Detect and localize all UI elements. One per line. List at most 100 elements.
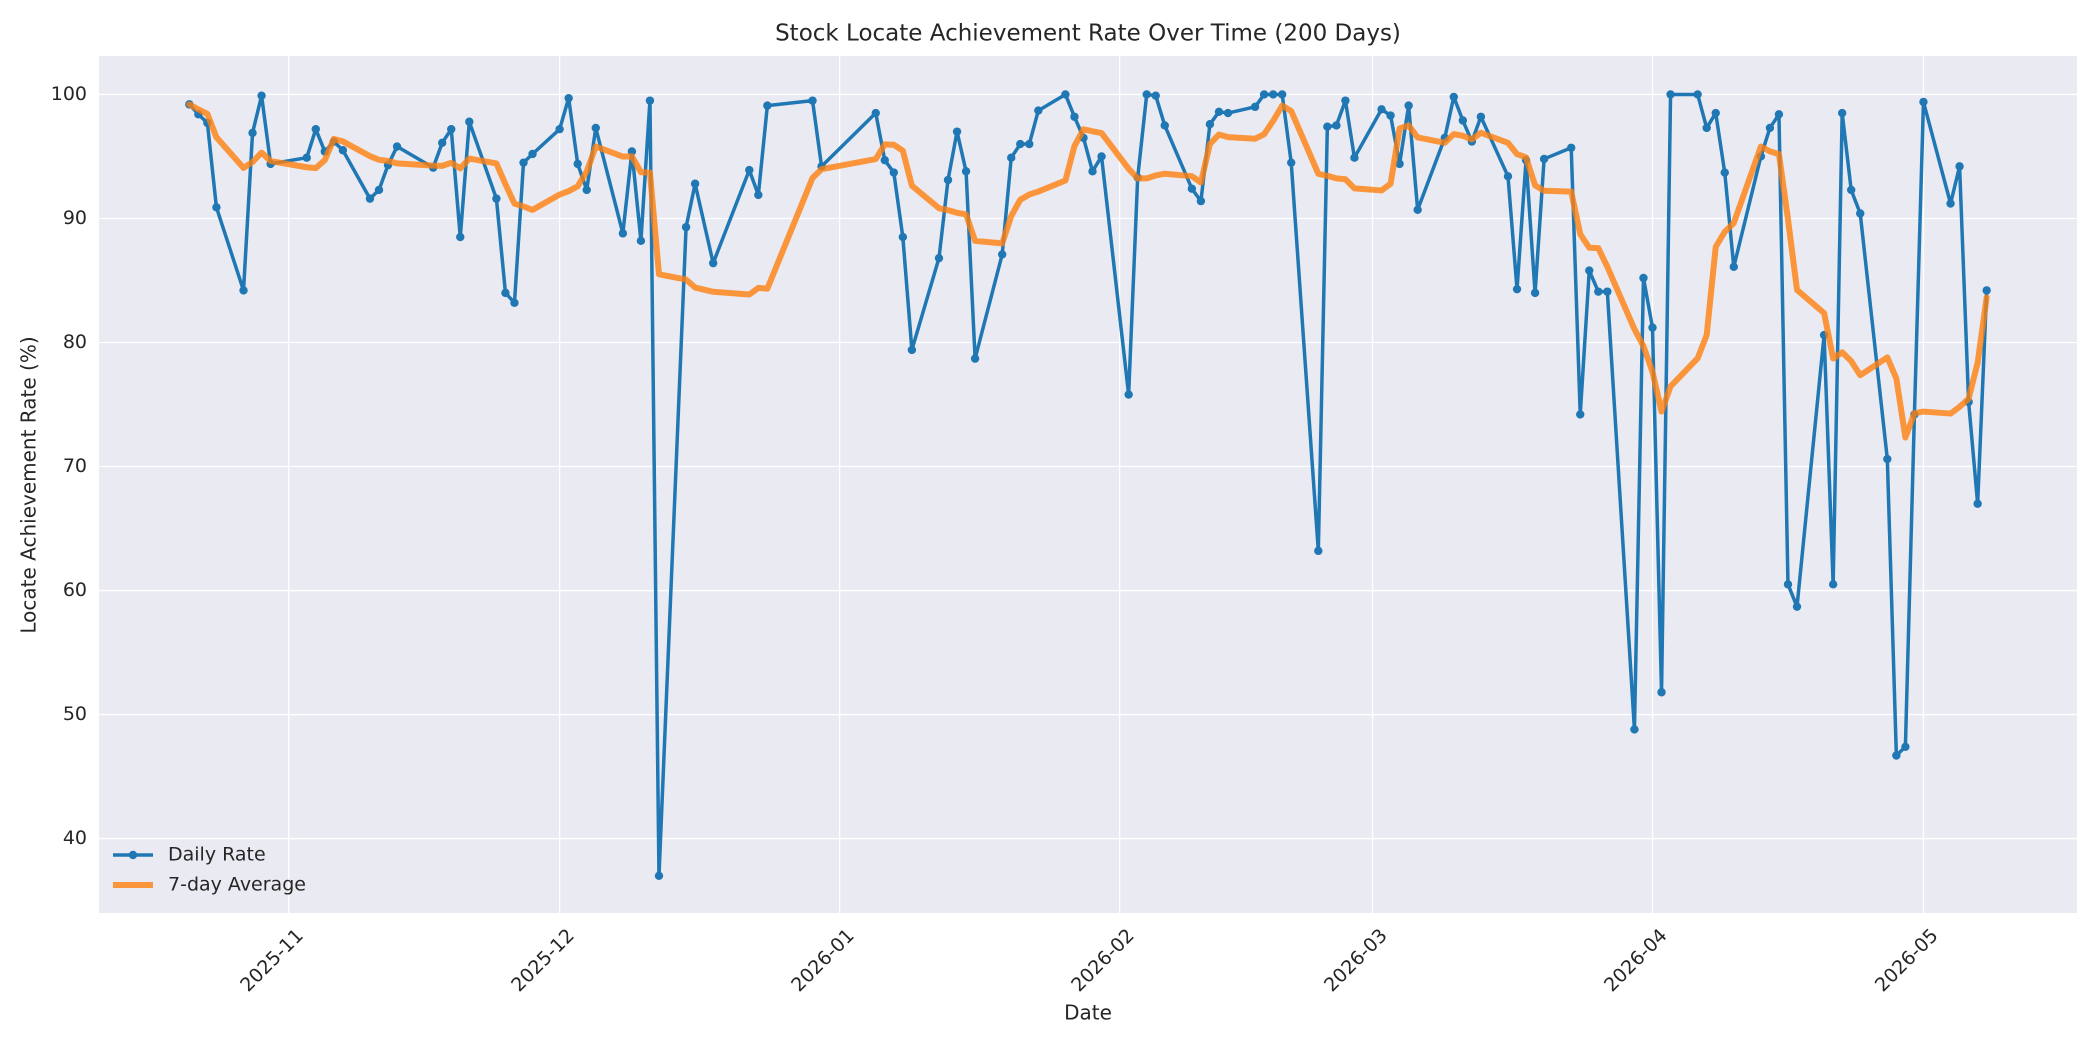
data-point [1034,106,1043,115]
data-point [1268,90,1278,99]
data-point [591,123,600,133]
data-point [1792,602,1802,611]
data-point [212,203,221,212]
data-point [1205,120,1215,129]
data-point [681,222,691,232]
legend-label: Daily Rate [168,844,266,866]
data-point [1259,90,1269,99]
y-tick-label: 60 [63,579,87,601]
data-point [338,146,348,155]
data-point [1377,105,1386,114]
legend-marker [128,850,138,860]
data-point [618,229,628,238]
data-point [708,258,718,268]
chart-title: Stock Locate Achievement Rate Over Time … [775,21,1401,47]
data-point [880,155,889,165]
data-point [1088,167,1097,176]
data-point [1386,111,1395,120]
data-point [1070,112,1079,121]
data-point [302,153,311,162]
y-tick-label: 70 [63,455,87,477]
data-point [573,159,582,169]
data-point [1287,158,1296,167]
data-point [528,149,537,159]
data-point [1594,287,1603,296]
data-point [1214,107,1224,117]
data-point [1856,209,1865,218]
data-point [438,138,447,148]
x-tick-label: 2026-02 [1067,925,1139,997]
data-point [1187,184,1197,193]
data-point [1142,90,1151,99]
data-point [501,288,510,298]
data-point [654,871,664,880]
data-point [510,298,519,308]
data-point [907,345,917,355]
data-point [1720,168,1729,177]
data-point [889,168,899,177]
data-point [690,179,700,188]
data-point [1404,101,1413,110]
data-point [1585,266,1594,275]
data-point [1901,742,1910,752]
x-tick-label: 2026-04 [1600,925,1672,997]
data-point [808,96,817,105]
data-point [1151,91,1160,100]
data-point [1883,454,1892,464]
data-point [239,286,248,295]
y-axis-label: Locate Achievement Rate (%) [17,336,41,633]
data-point [1693,90,1702,99]
data-point [555,124,564,134]
data-point [1603,287,1612,296]
data-point [898,232,908,242]
data-point [1892,751,1901,760]
x-tick-label: 2026-05 [1871,925,1943,997]
data-point [1982,286,1991,295]
data-point [1783,580,1793,589]
data-point [1666,90,1675,99]
series-line [186,101,1990,441]
data-point [447,124,456,134]
x-axis-label: Date [1064,1001,1112,1025]
x-tick-label: 2026-01 [787,925,859,997]
data-point [754,190,763,200]
data-point [1097,152,1106,161]
data-point [1449,92,1458,102]
data-point [645,96,655,105]
x-tick-label: 2025-11 [236,925,308,997]
data-point [763,101,772,110]
data-point [519,158,528,167]
data-point [1124,390,1133,399]
data-point [1955,162,1964,171]
data-point [1657,688,1666,697]
data-point [1729,262,1738,272]
data-point [1648,323,1657,332]
data-point [1061,90,1070,99]
data-point [970,354,980,363]
data-point [1630,725,1639,734]
data-point [943,175,953,185]
legend-entry: 7-day Average [113,874,306,896]
data-point [1765,123,1775,133]
data-point [934,253,944,263]
legend-label: 7-day Average [168,874,306,896]
data-point [1847,185,1856,195]
data-point [582,185,591,195]
data-point [1223,108,1233,118]
data-point [1332,121,1341,130]
data-point [392,142,402,151]
data-point [1567,143,1576,152]
y-tick-label: 80 [63,331,87,353]
data-point [1503,172,1513,181]
data-point [1973,499,1982,508]
data-point [1828,580,1838,589]
data-point [1458,116,1468,125]
data-point [1314,546,1323,556]
data-point [745,165,754,175]
data-point [871,108,880,118]
data-point [1476,112,1486,121]
data-point [374,185,384,195]
data-point [1702,123,1711,133]
